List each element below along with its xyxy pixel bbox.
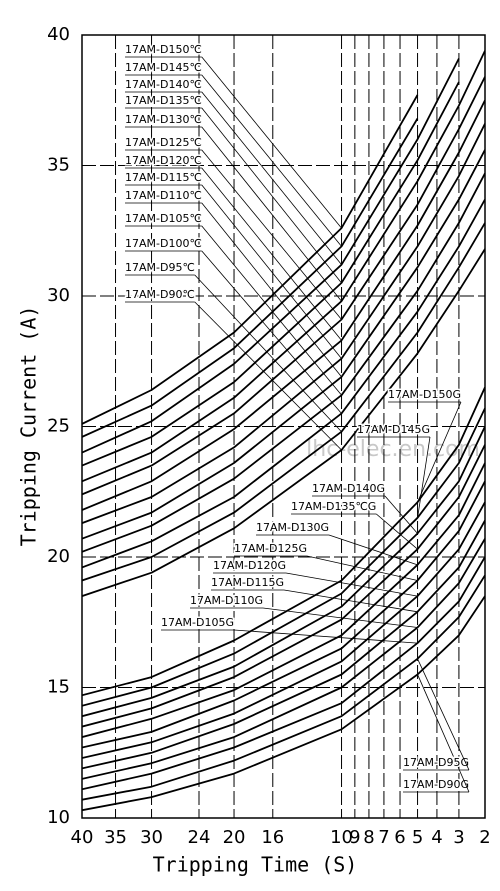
y-tick-label: 40: [47, 24, 70, 45]
x-tick-label: 8: [363, 827, 374, 848]
curve-label: 17AM-D130G: [256, 521, 329, 534]
leader-line: [194, 301, 342, 451]
curve-label: 17AM-D95℃: [125, 261, 195, 274]
curve: [82, 574, 485, 801]
curve: [82, 556, 485, 791]
leader-line: [201, 91, 342, 265]
curve: [82, 94, 419, 425]
leader-line: [201, 184, 342, 359]
y-tick-label: 20: [47, 546, 70, 567]
x-tick-label: 40: [71, 827, 94, 848]
watermark: lhc-elec.en.com: [306, 437, 480, 462]
curve: [82, 595, 485, 812]
curve-label: 17AM-D95G: [403, 756, 469, 769]
y-tick-label: 35: [47, 155, 70, 176]
curve: [82, 444, 485, 728]
leader-line: [417, 658, 470, 771]
leader-line: [306, 555, 418, 581]
curve-label: 17AM-D140G: [312, 482, 385, 495]
leader-line: [194, 274, 342, 432]
curve: [82, 520, 485, 770]
curve-label: 17AM-D130℃: [125, 113, 202, 126]
x-tick-label: 9: [349, 827, 360, 848]
leader-line: [201, 225, 342, 396]
curve-label: 17AM-D90G: [403, 778, 469, 791]
curve-label: 17AM-D105℃: [125, 212, 202, 225]
curve: [82, 58, 460, 454]
leader-line: [262, 607, 418, 628]
curve-label: 17AM-D110G: [190, 594, 263, 607]
leader-line: [285, 572, 418, 597]
leader-line: [201, 107, 342, 284]
x-tick-label: 4: [431, 827, 442, 848]
leader-line: [376, 513, 418, 550]
leader-line: [417, 674, 470, 793]
leader-line: [201, 126, 342, 302]
curve-label: 17AM-D115G: [211, 576, 284, 589]
curve-label: 17AM-D115℃: [125, 171, 202, 184]
curve-label: 17AM-D150G: [388, 388, 461, 401]
leader-line: [201, 149, 342, 320]
x-tick-label: 20: [223, 827, 246, 848]
leader-line: [417, 436, 431, 518]
curve: [82, 462, 485, 738]
curve-label: 17AM-D125℃: [125, 136, 202, 149]
leader-line: [201, 167, 342, 341]
curve-label: 17AM-D125G: [234, 542, 307, 555]
y-tick-label: 15: [47, 677, 70, 698]
y-axis-label: Tripping Current (A): [17, 306, 41, 547]
y-tick-label: 25: [47, 416, 70, 437]
curve-label: 17AM-D120℃: [125, 154, 202, 167]
curve: [82, 99, 485, 511]
curve-label: 17AM-D120G: [213, 559, 286, 572]
curve-label: 17AM-D145G: [357, 423, 430, 436]
leader-line: [233, 629, 418, 644]
curve-label: 17AM-D135℃G: [291, 500, 376, 513]
leader-line: [417, 401, 462, 503]
x-tick-label: 5: [412, 827, 423, 848]
curve-label: 17AM-D100℃: [125, 237, 202, 250]
curve: [82, 426, 485, 718]
x-tick-label: 30: [140, 827, 163, 848]
leader-line: [384, 495, 418, 534]
curve-label: 17AM-D90℃: [125, 288, 195, 301]
curve-label: 17AM-D150℃: [125, 43, 202, 56]
curve: [82, 538, 485, 780]
leader-line: [201, 202, 342, 378]
curve-label: 17AM-D145℃: [125, 61, 202, 74]
leader-line: [201, 250, 342, 414]
x-tick-label: 24: [188, 827, 211, 848]
x-tick-label: 6: [394, 827, 405, 848]
curve: [82, 386, 485, 697]
leader-line: [283, 589, 418, 613]
x-tick-label: 16: [261, 827, 284, 848]
leader-line: [328, 534, 418, 566]
leader-line: [201, 56, 342, 229]
y-tick-label: 10: [47, 807, 70, 828]
curve-label: 17AM-D135℃: [125, 94, 202, 107]
curve: [82, 407, 485, 707]
x-tick-label: 35: [104, 827, 127, 848]
curve: [82, 81, 460, 467]
curve: [82, 501, 485, 759]
leader-line: [201, 74, 342, 247]
x-tick-label: 3: [453, 827, 464, 848]
curve-label: 17AM-D110℃: [125, 189, 202, 202]
x-tick-label: 7: [378, 827, 389, 848]
curve: [82, 172, 485, 553]
x-axis-label: Tripping Time (S): [153, 853, 358, 877]
x-tick-label: 10: [330, 827, 353, 848]
curve-label: 17AM-D105G: [161, 616, 234, 629]
curve: [82, 480, 485, 749]
x-tick-label: 2: [479, 827, 490, 848]
y-tick-label: 30: [47, 285, 70, 306]
curve-label: 17AM-D140℃: [125, 78, 202, 91]
curve: [82, 118, 419, 438]
